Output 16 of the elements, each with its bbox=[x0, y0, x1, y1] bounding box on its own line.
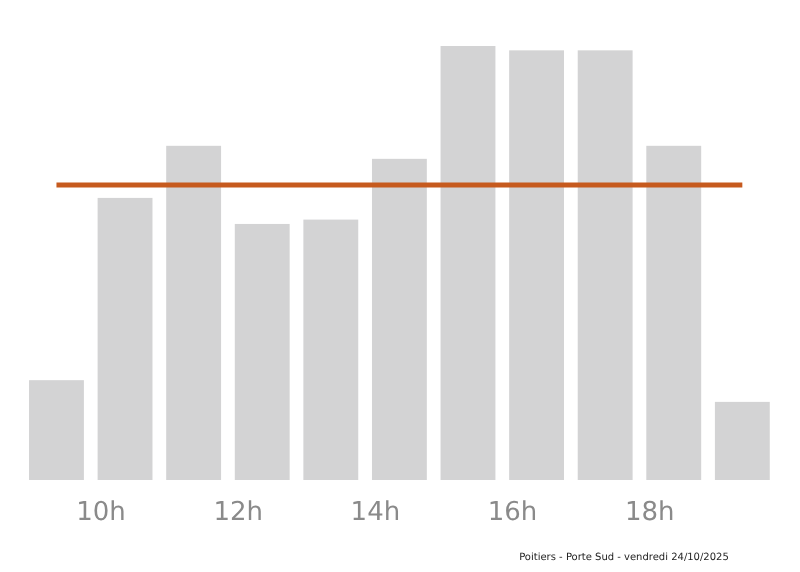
bar bbox=[440, 46, 496, 480]
bar bbox=[509, 50, 565, 480]
bar bbox=[97, 197, 153, 480]
bar bbox=[371, 158, 427, 480]
bar bbox=[29, 380, 84, 480]
bar bbox=[577, 50, 633, 480]
bar bbox=[303, 219, 359, 480]
bar bbox=[714, 401, 770, 480]
bar bbox=[646, 145, 702, 480]
x-tick-label: 14h bbox=[350, 498, 401, 528]
x-tick-label: 10h bbox=[76, 498, 126, 528]
bar bbox=[234, 223, 290, 480]
x-tick-label: 12h bbox=[213, 498, 263, 528]
bar bbox=[166, 145, 222, 480]
x-tick-label: 18h bbox=[624, 498, 675, 528]
x-tick-label: 16h bbox=[487, 498, 538, 528]
